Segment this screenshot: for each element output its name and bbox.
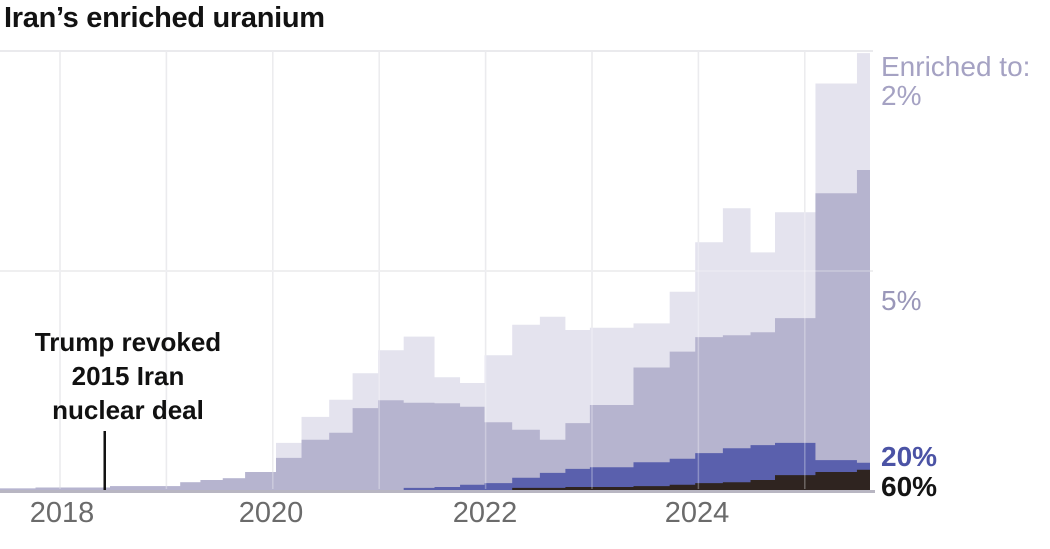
legend-item-5pct: 5% xyxy=(881,285,922,316)
chart-title: Iran’s enriched uranium xyxy=(4,2,325,34)
annotation-line-1: Trump revoked xyxy=(34,327,222,357)
legend-heading: Enriched to: xyxy=(881,51,1031,82)
annotation-line-3: nuclear deal xyxy=(52,395,204,425)
legend-item-2pct: 2% xyxy=(881,80,922,111)
x-tick-2022: 2022 xyxy=(452,497,518,529)
legend-item-20pct: 20% xyxy=(881,441,938,472)
annotation-line-2: 2015 Iran xyxy=(71,361,185,391)
annotation-marker-line xyxy=(103,431,106,490)
x-tick-2020: 2020 xyxy=(238,497,304,529)
annotation-text: Trump revoked 2015 Iran nuclear deal xyxy=(35,325,221,427)
x-tick-2018: 2018 xyxy=(29,497,95,529)
x-tick-2024: 2024 xyxy=(664,497,730,529)
legend-item-60pct: 60% xyxy=(881,471,938,502)
